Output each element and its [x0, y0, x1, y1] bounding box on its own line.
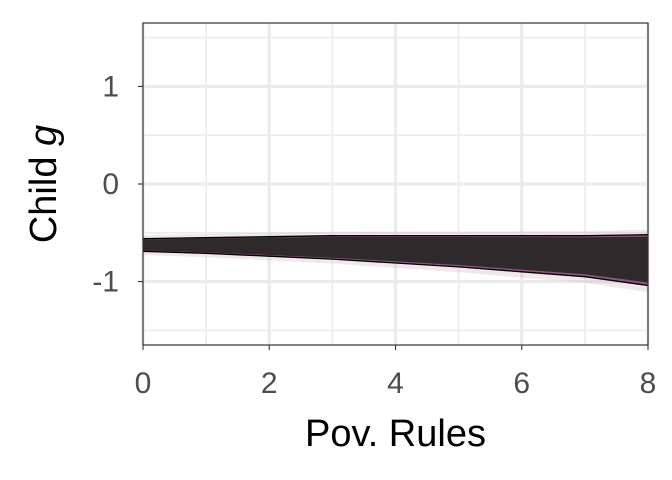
y-axis-ticks: 1 0 -1: [92, 70, 143, 299]
x-tick-label: 2: [261, 367, 278, 400]
y-tick-label: 1: [102, 70, 119, 103]
x-tick-label: 0: [135, 367, 152, 400]
y-tick-label: -1: [92, 266, 119, 299]
x-tick-label: 4: [387, 367, 404, 400]
band-core: [143, 236, 648, 283]
x-tick-label: 8: [640, 367, 657, 400]
band-layer: [142, 229, 649, 293]
x-tick-label: 6: [513, 367, 530, 400]
band-upper-line: [142, 234, 649, 240]
x-axis-title: Pov. Rules: [305, 413, 486, 455]
y-tick-label: 0: [102, 168, 119, 201]
grid: [141, 23, 650, 345]
x-axis-ticks: 0 2 4 6 8: [135, 345, 657, 400]
band-lower-line: [142, 250, 649, 287]
y-axis-title-prefix: Child: [23, 146, 65, 243]
y-axis-title: Child g: [23, 125, 65, 243]
y-axis-title-variable: g: [23, 125, 65, 146]
